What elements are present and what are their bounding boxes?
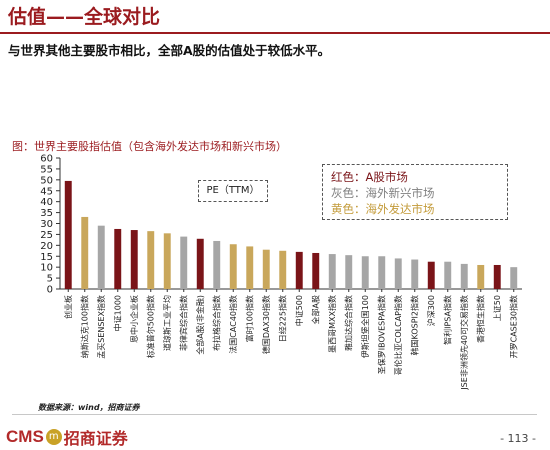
pe-ttm-annotation: PE（TTM） [198, 180, 268, 202]
bar [295, 251, 303, 289]
bar [114, 228, 122, 289]
x-tick-label: 富时100指数 [244, 295, 254, 342]
x-tick-label: 全部A股 [310, 295, 320, 324]
x-tick-label: 上证50 [493, 295, 502, 321]
x-tick-label: 创业板 [63, 295, 73, 319]
bar [180, 236, 188, 289]
bar [312, 252, 320, 289]
y-tick-label: 10 [40, 263, 53, 274]
x-tick-label: 圣保罗IBOVESPA指数 [376, 295, 386, 374]
bar [163, 233, 171, 289]
y-tick-label: 20 [40, 241, 53, 252]
y-tick-label: 30 [40, 219, 53, 230]
bar [345, 255, 353, 289]
y-tick-label: 15 [40, 252, 53, 263]
x-tick-label: 纳斯达克100指数 [79, 295, 89, 358]
chart-legend: 红色：A股市场 灰色：海外新兴市场 黄色：海外发达市场 [322, 164, 508, 220]
legend-entry-emerging: 灰色：海外新兴市场 [331, 186, 435, 200]
x-tick-label: 韩国KOSPI2指数 [409, 295, 419, 355]
bar [246, 246, 254, 289]
bar [460, 263, 468, 289]
bar [213, 240, 221, 289]
y-tick-label: 25 [40, 230, 53, 241]
bar [444, 261, 452, 289]
bar [81, 216, 89, 289]
bar [279, 250, 287, 289]
x-tick-label: 中证500 [294, 295, 304, 326]
company-logo: CMS m 招商证券 [6, 425, 128, 448]
logo-name: 招商证券 [63, 429, 128, 448]
x-tick-label: JSE非洲领先40可交易指数 [459, 295, 469, 391]
bar [262, 249, 270, 289]
bar [64, 180, 72, 289]
bar [229, 244, 237, 289]
bar [427, 261, 435, 289]
x-tick-label: 布拉格综合指数 [211, 295, 221, 351]
x-tick-label: 开罗CASE30指数 [508, 295, 518, 358]
bar [493, 264, 501, 289]
x-tick-label: 沪深300 [426, 295, 436, 326]
x-tick-label: 墨西哥MXX指数 [327, 295, 337, 353]
y-tick-label: 5 [47, 274, 53, 285]
bar [130, 230, 138, 289]
x-tick-label: 中证1000 [112, 295, 122, 331]
x-tick-label: 孟买SENSEX指数 [96, 295, 106, 359]
y-tick-label: 45 [40, 186, 53, 197]
bar [378, 256, 386, 289]
x-tick-label: 德国DAX30指数 [261, 295, 271, 354]
x-tick-label: 全部A股(非金融) [195, 295, 205, 355]
slide-title: 估值——全球对比 [8, 6, 161, 28]
y-tick-label: 40 [40, 197, 53, 208]
x-tick-label: 恩中小企业板 [129, 295, 139, 343]
bar [411, 259, 419, 289]
x-tick-label: 哥伦比亚COLCAP指数 [393, 295, 403, 375]
logo-text: CMS [6, 427, 44, 446]
logo-mark-icon: m [45, 429, 62, 445]
x-tick-label: 标准普尔500指数 [145, 295, 155, 358]
x-tick-label: 菲律宾综合指数 [178, 295, 188, 351]
x-tick-label: 香港恒生指数 [475, 295, 485, 343]
x-tick-label: 伊斯坦堡全国100 [360, 295, 370, 358]
x-tick-label: 道琼斯工业平均 [162, 295, 172, 351]
x-tick-label: 智利IPSA指数 [442, 295, 452, 345]
bar [328, 254, 336, 289]
y-tick-label: 55 [40, 164, 53, 175]
bar [361, 256, 369, 289]
y-tick-label: 50 [40, 175, 53, 186]
chart-caption: 图：世界主要股指估值（包含海外发达市场和新兴市场） [12, 140, 287, 153]
bar [477, 264, 485, 289]
title-rule [0, 32, 550, 34]
bar [97, 225, 105, 289]
bar [147, 231, 155, 289]
bar [510, 267, 518, 289]
y-tick-label: 60 [40, 154, 53, 165]
slide-subtitle: 与世界其他主要股市相比，全部A股的估值处于较低水平。 [8, 43, 331, 58]
bar [196, 238, 204, 289]
legend-entry-developed: 黄色：海外发达市场 [331, 202, 435, 216]
footer-rule [12, 414, 537, 415]
bar [394, 258, 402, 289]
x-tick-label: 雅加达综合指数 [343, 295, 353, 351]
x-tick-label: 法国CAC40指数 [228, 295, 238, 354]
y-tick-label: 35 [40, 208, 53, 219]
x-tick-label: 日经225指数 [277, 295, 287, 342]
legend-entry-a-shares: 红色：A股市场 [331, 170, 408, 184]
page-number: - 113 - [500, 432, 536, 445]
source-note: 数据来源：wind，招商证券 [38, 403, 140, 412]
y-tick-label: 0 [47, 285, 53, 296]
